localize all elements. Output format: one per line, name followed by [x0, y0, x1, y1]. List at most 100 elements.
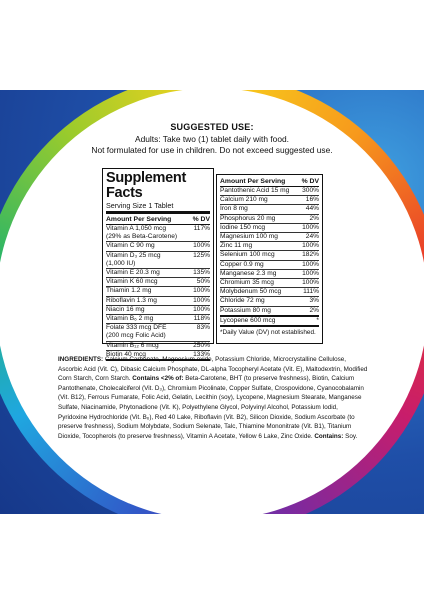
nutrient-row: Vitamin B₆ 2 mg 118% [106, 315, 210, 325]
nutrient-name: Vitamin K 60 mcg [106, 278, 158, 286]
nutrient-row: Copper 0.9 mg 100% [220, 261, 319, 270]
nutrient-row: Vitamin B₁₂ 6 mcg 250% [106, 342, 210, 351]
nutrient-name: Vitamin A 1,050 mcg (29% as Beta-Caroten… [106, 225, 178, 241]
nutrient-name: Molybdenum 50 mcg [220, 288, 282, 296]
nutrient-name: Vitamin C 90 mg [106, 242, 155, 250]
product-image: SUGGESTED USE: Adults: Take two (1) tabl… [0, 90, 424, 514]
nutrient-dv: 2% [309, 306, 319, 314]
nutrient-dv: 16% [305, 196, 319, 204]
suggested-use-line-2: Not formulated for use in children. Do n… [91, 145, 333, 155]
contains-text: Beta-Carotene, BHT (to preserve freshnes… [58, 375, 364, 440]
nutrient-dv: 44% [305, 205, 319, 213]
ingredients-text: Calcium Carbonate, Magnesium oxide, Pota… [58, 356, 368, 383]
nutrient-row: Lycopene 600 mcg * [220, 316, 319, 328]
nutrient-dv: 100% [193, 296, 210, 304]
nutrient-name: Folate 333 mcg DFE (200 mcg Folic Acid) [106, 324, 167, 340]
dv-label: % DV [192, 216, 210, 223]
suggested-use-line-1: Adults: Take two (1) tablet daily with f… [135, 134, 289, 144]
nutrient-dv: 2% [309, 214, 319, 222]
nutrient-name: Iodine 150 mcg [220, 223, 266, 231]
nutrient-dv: 118% [193, 315, 210, 323]
nutrient-row: Manganese 2.3 mg 100% [220, 269, 319, 280]
nutrient-dv: 133% [193, 350, 210, 358]
nutrient-dv: 100% [302, 223, 319, 231]
dv-label: % DV [301, 178, 319, 185]
suggested-use-title: SUGGESTED USE: [170, 122, 254, 132]
allergen-text: Soy. [343, 432, 358, 440]
nutrient-name: Biotin 40 mcg [106, 350, 146, 358]
amount-per-serving-label: Amount Per Serving [106, 216, 172, 223]
nutrient-dv: 100% [193, 305, 210, 313]
nutrient-name: Vitamin D₃ 25 mcg (1,000 IU) [106, 251, 161, 267]
nutrient-row: Folate 333 mcg DFE (200 mcg Folic Acid) 8… [106, 324, 210, 342]
nutrient-name: Selenium 100 mcg [220, 251, 275, 259]
nutrient-name: Lycopene 600 mcg [220, 316, 276, 324]
nutrient-row: Vitamin D₃ 25 mcg (1,000 IU) 125% [106, 251, 210, 270]
label-content: SUGGESTED USE: Adults: Take two (1) tabl… [0, 90, 424, 514]
nutrient-row: Pantothenic Acid 15 mg 300% [220, 187, 319, 197]
serving-size: Serving Size 1 Tablet [106, 201, 210, 214]
nutrient-dv: 50% [196, 278, 210, 286]
nutrient-name: Magnesium 100 mg [220, 233, 278, 241]
facts-header-right: Amount Per Serving % DV [220, 177, 319, 187]
nutrient-row: Vitamin C 90 mg 100% [106, 242, 210, 252]
nutrient-name: Vitamin E 20.3 mg [106, 269, 160, 277]
nutrient-row: Biotin 40 mcg 133% [106, 350, 210, 362]
nutrient-dv: 100% [302, 279, 319, 287]
facts-panel-right: Amount Per Serving % DV Pantothenic Acid… [216, 174, 323, 344]
nutrient-row: Magnesium 100 mg 24% [220, 233, 319, 243]
nutrient-dv: 117% [193, 225, 210, 232]
nutrient-row: Niacin 16 mg 100% [106, 305, 210, 316]
nutrient-dv: 100% [302, 260, 319, 268]
nutrient-row: Potassium 80 mg 2% [220, 307, 319, 317]
nutrient-name: Copper 0.9 mg [220, 260, 264, 268]
nutrient-dv: 250% [193, 341, 210, 349]
nutrient-name: Vitamin B₆ 2 mg [106, 315, 154, 323]
nutrient-row: Zinc 11 mg 100% [220, 242, 319, 252]
nutrient-row: Molybdenum 50 mcg 111% [220, 288, 319, 298]
amount-per-serving-label: Amount Per Serving [220, 178, 286, 185]
supplement-facts: Supplement Facts Serving Size 1 Tablet A… [102, 168, 324, 362]
nutrient-row: Vitamin A 1,050 mcg (29% as Beta-Caroten… [106, 225, 210, 243]
nutrient-row: Iodine 150 mcg 100% [220, 223, 319, 234]
dv-footnote: *Daily Value (DV) not established. [220, 329, 316, 337]
nutrient-dv: 300% [302, 187, 319, 194]
nutrient-name: Niacin 16 mg [106, 305, 145, 313]
ingredients-label: INGREDIENTS: [58, 356, 104, 363]
allergen-label: Contains: [314, 432, 344, 440]
nutrient-name: Calcium 210 mg [220, 196, 268, 204]
contains-label: Contains <2% of: [132, 375, 184, 383]
nutrient-row: Phosphorus 20 mg 2% [220, 215, 319, 224]
nutrient-dv: 100% [302, 269, 319, 277]
nutrient-dv: 100% [193, 287, 210, 295]
ingredients-block: INGREDIENTS: Calcium Carbonate, Magnesiu… [58, 355, 368, 441]
nutrient-row: Vitamin K 60 mcg 50% [106, 278, 210, 288]
nutrient-row: Calcium 210 mg 16% [220, 196, 319, 206]
nutrient-dv: 111% [303, 288, 319, 296]
nutrient-row: Vitamin E 20.3 mg 135% [106, 269, 210, 279]
facts-title: Supplement Facts [106, 170, 186, 201]
nutrient-dv: 125% [193, 251, 210, 259]
nutrient-row: Thiamin 1.2 mg 100% [106, 287, 210, 297]
nutrient-name: Chloride 72 mg [220, 297, 265, 305]
nutrient-name: Riboflavin 1.3 mg [106, 296, 157, 304]
nutrient-dv: 24% [305, 233, 319, 241]
nutrient-name: Phosphorus 20 mg [220, 214, 276, 222]
nutrient-dv: * [316, 316, 319, 324]
nutrient-dv: 100% [193, 242, 210, 250]
facts-panel-left: Supplement Facts Serving Size 1 Tablet A… [102, 168, 214, 362]
nutrient-name: Potassium 80 mg [220, 306, 271, 314]
nutrient-name: Pantothenic Acid 15 mg [220, 187, 290, 194]
nutrient-row: Chromium 35 mcg 100% [220, 279, 319, 289]
nutrient-dv: 3% [309, 297, 319, 305]
nutrient-row: Chloride 72 mg 3% [220, 297, 319, 307]
nutrient-row: Selenium 100 mcg 182% [220, 251, 319, 261]
nutrient-name: Iron 8 mg [220, 205, 248, 213]
right-rows: Pantothenic Acid 15 mg 300% Calcium 210 mg… [220, 187, 319, 328]
nutrient-name: Thiamin 1.2 mg [106, 287, 152, 295]
left-rows: Vitamin A 1,050 mcg (29% as Beta-Caroten… [106, 225, 210, 362]
nutrient-dv: 182% [302, 251, 319, 259]
nutrient-dv: 100% [302, 242, 319, 250]
nutrient-row: Iron 8 mg 44% [220, 205, 319, 215]
nutrient-name: Zinc 11 mg [220, 242, 253, 250]
